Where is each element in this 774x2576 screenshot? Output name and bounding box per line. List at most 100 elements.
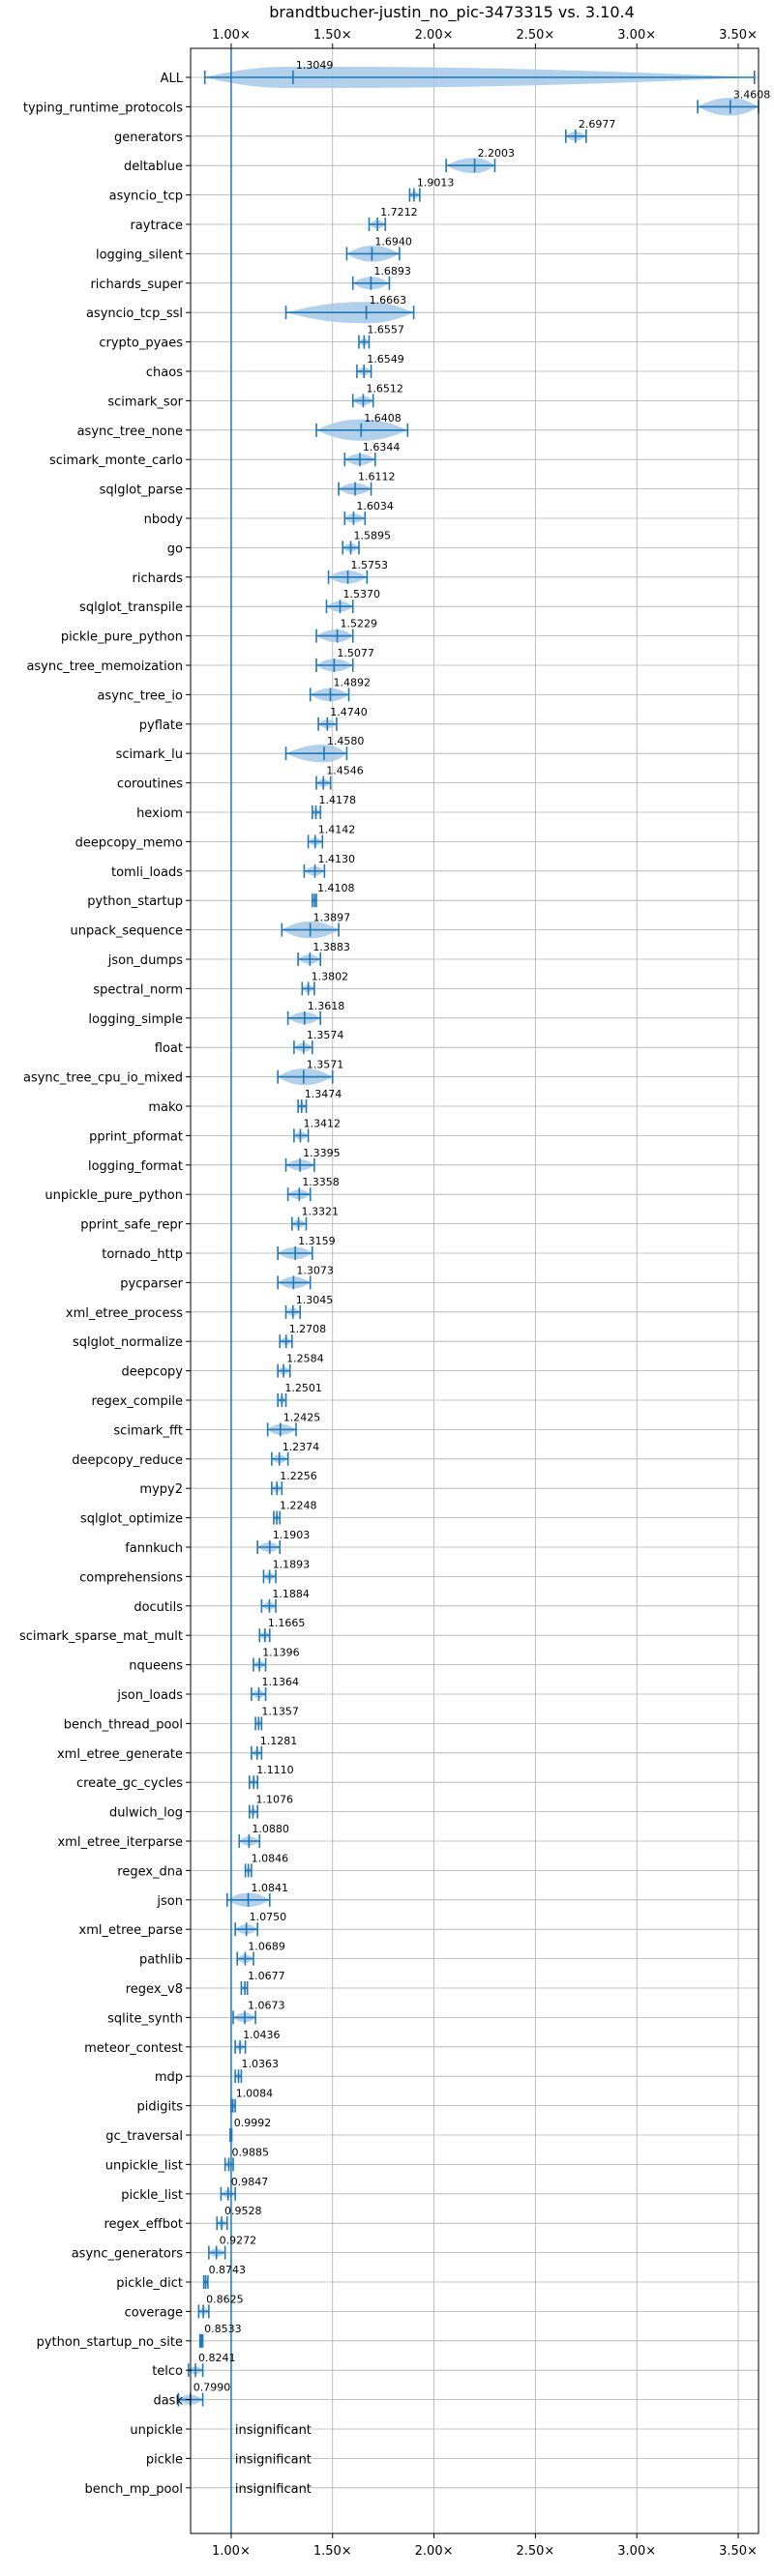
y-tick-label: mypy2 bbox=[139, 1482, 183, 1497]
value-label: 3.4608 bbox=[733, 88, 771, 101]
y-tick-label: unpickle_list bbox=[105, 2158, 183, 2173]
y-tick-label: telco bbox=[152, 2364, 183, 2379]
value-label: 1.2374 bbox=[283, 1441, 320, 1453]
value-label: 1.1364 bbox=[262, 1676, 300, 1688]
x-tick-label-top: 2.00× bbox=[415, 28, 454, 43]
value-label: 1.1903 bbox=[273, 1529, 311, 1541]
x-tick-label-bottom: 2.50× bbox=[516, 2544, 554, 2559]
value-label: 1.3412 bbox=[303, 1117, 341, 1129]
y-tick-label: pickle_pure_python bbox=[61, 630, 183, 645]
value-label: 1.3395 bbox=[303, 1147, 341, 1159]
y-tick-label: pickle_list bbox=[121, 2188, 183, 2203]
value-label: 0.8743 bbox=[209, 2264, 247, 2276]
value-label: 1.0841 bbox=[252, 1882, 289, 1894]
y-tick-label: deepcopy_memo bbox=[75, 835, 183, 850]
y-tick-label: regex_v8 bbox=[126, 1982, 183, 1997]
y-tick-label: bench_mp_pool bbox=[84, 2482, 183, 2497]
value-label: 1.6034 bbox=[356, 500, 394, 512]
y-tick-label: nqueens bbox=[129, 1659, 183, 1674]
value-label: 0.7990 bbox=[194, 2382, 231, 2394]
y-tick-label: python_startup bbox=[87, 894, 183, 909]
y-tick-label: tornado_http bbox=[102, 1247, 183, 1262]
y-tick-label: regex_dna bbox=[117, 1864, 183, 1879]
value-label: 1.3574 bbox=[307, 1029, 344, 1041]
value-label: 0.8241 bbox=[198, 2352, 236, 2364]
y-tick-label: json bbox=[156, 1894, 183, 1909]
y-tick-label: comprehensions bbox=[79, 1570, 183, 1585]
value-label: 1.6893 bbox=[373, 265, 411, 278]
value-label: 1.3883 bbox=[313, 941, 350, 953]
x-tick-label-top: 3.50× bbox=[719, 28, 758, 43]
y-tick-label: async_tree_memoization bbox=[26, 659, 183, 674]
value-label: 1.2425 bbox=[283, 1411, 321, 1423]
value-label: 1.0673 bbox=[248, 1999, 285, 2011]
value-label: 1.6940 bbox=[374, 235, 412, 248]
y-tick-label: pprint_pformat bbox=[89, 1129, 183, 1144]
y-tick-label: logging_format bbox=[88, 1159, 183, 1174]
value-label: 0.8533 bbox=[204, 2323, 242, 2335]
insignificant-label: insignificant bbox=[235, 2452, 312, 2467]
marks-layer bbox=[177, 48, 759, 2533]
value-label: 1.6557 bbox=[367, 324, 404, 337]
value-label: 1.6663 bbox=[370, 294, 407, 307]
y-tick-label: async_generators bbox=[72, 2247, 184, 2262]
value-label: 0.9885 bbox=[232, 2146, 270, 2158]
y-tick-label: pycparser bbox=[120, 1276, 183, 1291]
y-tick-label: float bbox=[155, 1041, 183, 1056]
value-label: 1.3321 bbox=[302, 1206, 340, 1218]
value-label: 1.5895 bbox=[354, 529, 392, 542]
y-tick-label: asyncio_tcp_ssl bbox=[86, 307, 183, 321]
y-tick-label: scimark_sor bbox=[107, 395, 183, 409]
x-tick-label-bottom: 1.50× bbox=[313, 2544, 352, 2559]
axis-layer: 1.00× 1.00× 1.50× 1.50× 2.00× 2.00× 2.50× 2.50×… bbox=[19, 28, 758, 2559]
value-label: 0.9272 bbox=[220, 2235, 257, 2247]
y-tick-label: pickle bbox=[146, 2452, 183, 2467]
value-label: 1.6512 bbox=[366, 382, 403, 395]
y-tick-label: scimark_fft bbox=[113, 1423, 183, 1438]
y-tick-label: sqlglot_normalize bbox=[73, 1335, 183, 1350]
y-tick-label: async_tree_io bbox=[97, 688, 183, 703]
value-label: 1.4580 bbox=[327, 735, 365, 747]
y-tick-label: typing_runtime_protocols bbox=[23, 101, 183, 115]
y-tick-label: scimark_monte_carlo bbox=[49, 454, 183, 468]
y-tick-label: sqlglot_parse bbox=[100, 483, 183, 498]
y-tick-label: create_gc_cycles bbox=[76, 1776, 183, 1791]
x-tick-label-bottom: 1.00× bbox=[212, 2544, 251, 2559]
value-label: 1.2584 bbox=[286, 1353, 324, 1365]
y-tick-label: tomli_loads bbox=[111, 865, 183, 880]
y-tick-label: xml_etree_parse bbox=[79, 1923, 183, 1938]
y-tick-label: sqlite_synth bbox=[107, 2011, 183, 2026]
value-label: 1.4142 bbox=[318, 823, 356, 835]
value-label: 1.0436 bbox=[243, 2029, 281, 2041]
y-tick-label: fannkuch bbox=[125, 1541, 183, 1556]
y-tick-label: dask bbox=[153, 2394, 183, 2409]
value-label: 1.4546 bbox=[326, 765, 364, 777]
y-tick-label: async_tree_cpu_io_mixed bbox=[23, 1071, 183, 1086]
x-tick-label-top: 1.50× bbox=[313, 28, 352, 43]
value-label: 1.5370 bbox=[343, 588, 381, 600]
x-tick-label-top: 2.50× bbox=[516, 28, 554, 43]
y-tick-label: unpickle bbox=[130, 2423, 183, 2438]
value-label: 2.2003 bbox=[478, 147, 515, 160]
value-label: 1.3049 bbox=[296, 59, 334, 72]
y-tick-label: bench_thread_pool bbox=[64, 1717, 183, 1732]
y-tick-label: hexiom bbox=[136, 806, 183, 821]
value-label: 0.9847 bbox=[231, 2176, 269, 2188]
value-label: 1.1665 bbox=[268, 1617, 306, 1629]
value-label: 1.0880 bbox=[252, 1823, 289, 1835]
value-label: 1.5229 bbox=[341, 618, 378, 630]
value-label: 1.7212 bbox=[380, 206, 418, 219]
value-label: 1.2708 bbox=[289, 1323, 327, 1335]
y-tick-label: pprint_safe_repr bbox=[80, 1218, 183, 1233]
y-tick-label: generators bbox=[114, 131, 183, 145]
plot-frame bbox=[190, 47, 759, 2534]
value-label: 1.3618 bbox=[308, 1000, 345, 1012]
y-tick-label: coroutines bbox=[117, 777, 183, 792]
y-tick-label: logging_silent bbox=[96, 248, 183, 262]
value-label: 0.9992 bbox=[234, 2117, 272, 2129]
value-label: 1.3897 bbox=[313, 912, 351, 924]
y-tick-label: xml_etree_iterparse bbox=[57, 1835, 183, 1850]
y-tick-label: go bbox=[167, 542, 183, 556]
